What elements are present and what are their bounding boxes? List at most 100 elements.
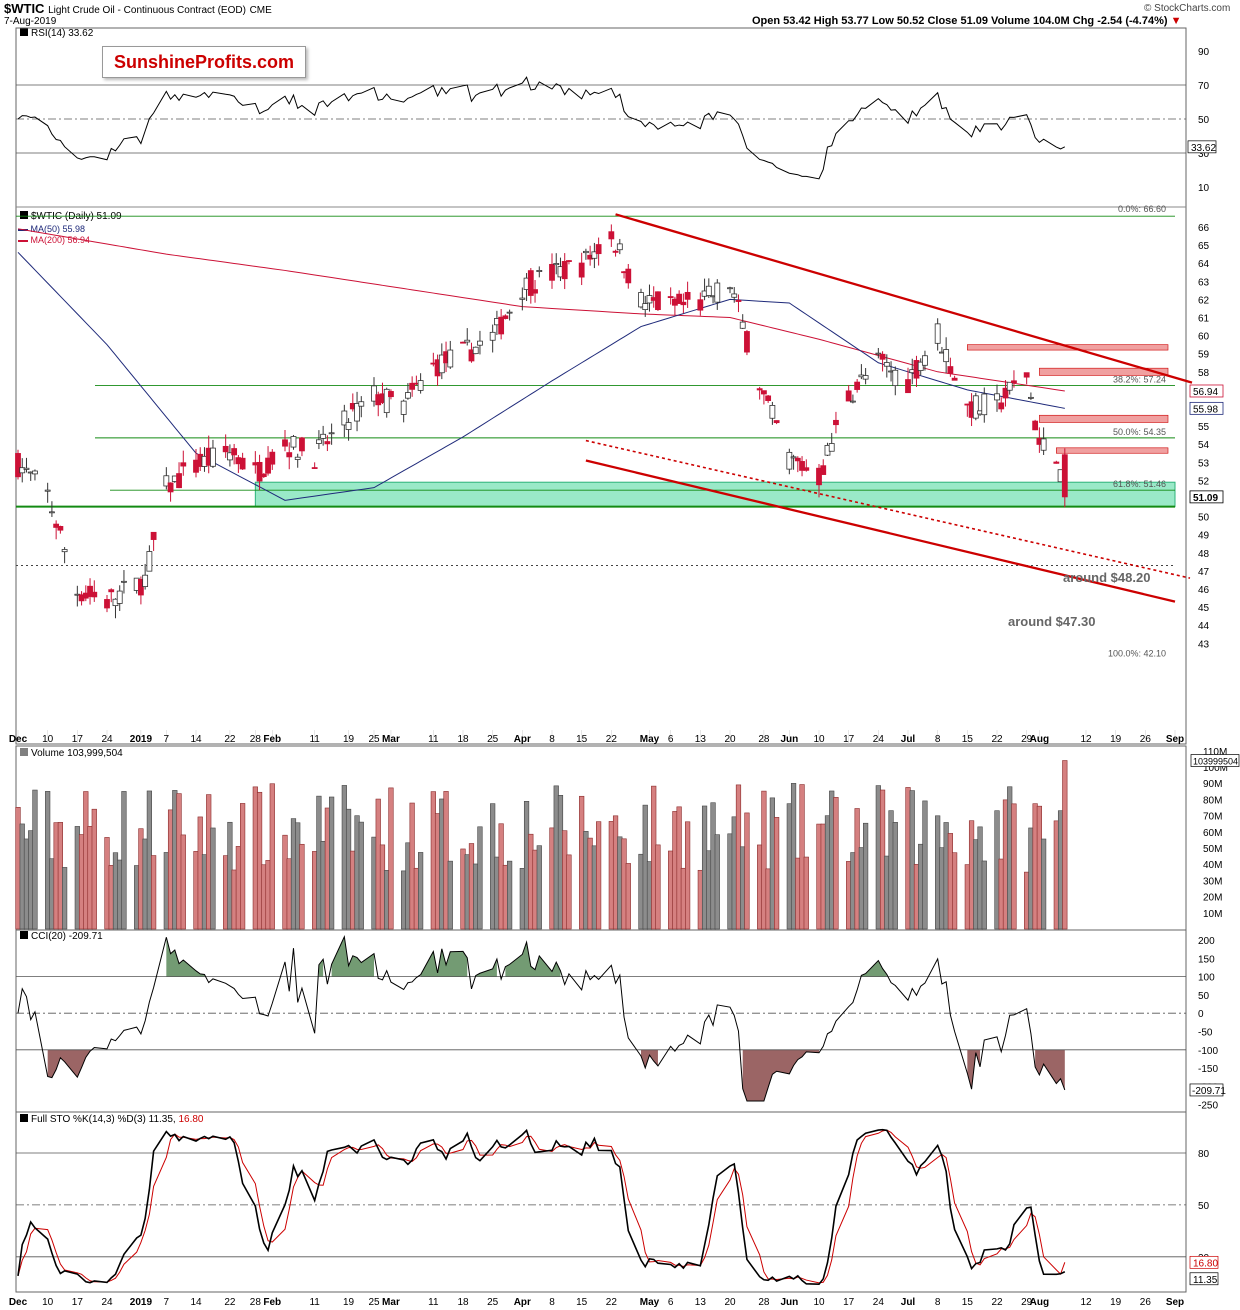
ma50-tag bbox=[1189, 401, 1224, 415]
volume-bar bbox=[117, 859, 123, 930]
price-tick-label: 45 bbox=[1198, 603, 1210, 614]
candle-body bbox=[468, 349, 475, 362]
x-tick-label: Dec bbox=[9, 734, 28, 745]
x-tick-label: 19 bbox=[1110, 1297, 1122, 1308]
volume-bar bbox=[757, 844, 763, 930]
stats-text: Open 53.42 High 53.77 Low 50.52 Close 51… bbox=[752, 15, 1168, 27]
ma50-tag-value: 55.98 bbox=[1193, 404, 1218, 415]
rsi-tick-label: 30 bbox=[1198, 149, 1210, 160]
volume-bar bbox=[28, 830, 34, 930]
candle-body bbox=[833, 419, 839, 426]
candle-body bbox=[57, 526, 64, 531]
x-tick-label: Sep bbox=[1166, 1297, 1184, 1308]
cci-tick-label: -150 bbox=[1198, 1064, 1218, 1075]
volume-bar bbox=[668, 850, 674, 930]
resistance-zone bbox=[1056, 447, 1169, 454]
symbol-title: $WTIC Light Crude Oil - Continuous Contr… bbox=[4, 1, 272, 16]
candle-body bbox=[239, 457, 246, 470]
volume-bar bbox=[1007, 786, 1013, 930]
x-tick-label: 25 bbox=[368, 1297, 380, 1308]
candle-body bbox=[561, 261, 568, 280]
x-tick-label: 24 bbox=[873, 734, 885, 745]
candle-body bbox=[828, 443, 835, 452]
volume-bar bbox=[375, 798, 381, 930]
x-tick-label: 8 bbox=[935, 1297, 941, 1308]
volume-bar bbox=[19, 823, 25, 930]
x-tick-label: 22 bbox=[224, 734, 236, 745]
candle-body bbox=[354, 403, 360, 422]
x-tick-label: 25 bbox=[487, 1297, 499, 1308]
volume-bar bbox=[1024, 871, 1030, 930]
candle-body bbox=[269, 451, 276, 465]
x-tick-label: 13 bbox=[695, 734, 707, 745]
volume-bar bbox=[697, 869, 703, 930]
close-tag bbox=[1189, 490, 1224, 504]
x-tick-label: 11 bbox=[309, 734, 320, 745]
sto-d-value: 16.80 bbox=[1193, 1258, 1218, 1269]
volume-bar bbox=[134, 865, 140, 930]
ma200-tag bbox=[1189, 384, 1224, 398]
volume-bar bbox=[765, 868, 771, 930]
volume-bar bbox=[968, 820, 975, 930]
volume-bar bbox=[740, 846, 746, 930]
candle-body bbox=[227, 452, 233, 461]
candle-body bbox=[566, 260, 572, 262]
candle-body bbox=[595, 244, 602, 255]
x-tick-label: 20 bbox=[724, 1297, 736, 1308]
volume-bar bbox=[354, 815, 360, 930]
volume-bar bbox=[201, 854, 208, 930]
candle-body bbox=[786, 451, 793, 470]
candle-body bbox=[951, 377, 958, 381]
price-tick-label: 55 bbox=[1198, 422, 1210, 433]
candle-body bbox=[765, 395, 772, 401]
candle-body bbox=[150, 531, 157, 540]
volume-bar bbox=[947, 833, 953, 930]
x-tick-label: 10 bbox=[42, 1297, 54, 1308]
candle-body bbox=[53, 523, 60, 528]
volume-bar bbox=[507, 860, 513, 930]
volume-bar bbox=[23, 838, 30, 930]
candle-body bbox=[121, 580, 127, 583]
volume-bar bbox=[460, 848, 466, 930]
brand-logo: SunshineProfits.com bbox=[102, 46, 306, 78]
volume-bar bbox=[994, 810, 1000, 930]
down-arrow-icon: ▼ bbox=[1170, 15, 1182, 27]
cci-tick-label: -100 bbox=[1198, 1046, 1218, 1057]
candle-body bbox=[727, 287, 733, 290]
candle-body bbox=[138, 579, 144, 596]
x-tick-label: Aug bbox=[1030, 1297, 1049, 1308]
x-tick-label: 15 bbox=[962, 1297, 974, 1308]
candle-body bbox=[409, 382, 416, 390]
candle-body bbox=[735, 299, 742, 302]
volume-tick-label: 10M bbox=[1203, 909, 1222, 920]
candle-body bbox=[146, 551, 153, 572]
volume-bar bbox=[295, 822, 301, 930]
candle-body bbox=[371, 385, 377, 402]
candle-body bbox=[934, 323, 941, 344]
volume-bar bbox=[952, 852, 958, 930]
volume-bar bbox=[62, 867, 68, 930]
candle-body bbox=[947, 366, 954, 374]
volume-bar bbox=[163, 852, 169, 930]
volume-bar bbox=[672, 811, 678, 930]
volume-bar bbox=[282, 834, 288, 930]
volume-bar bbox=[447, 860, 453, 930]
rsi-last-tag bbox=[1187, 140, 1217, 154]
x-tick-label: 18 bbox=[457, 734, 469, 745]
volume-bar bbox=[973, 839, 979, 930]
volume-bar bbox=[879, 789, 886, 930]
volume-bar bbox=[439, 798, 445, 930]
x-tick-label: 22 bbox=[606, 734, 618, 745]
volume-bar bbox=[710, 802, 716, 930]
volume-bar bbox=[587, 837, 593, 930]
fib-label: 0.0%: 66.60 bbox=[1118, 204, 1166, 214]
fib-label: 100.0%: 42.10 bbox=[1108, 649, 1166, 659]
candle-body bbox=[625, 268, 632, 284]
volume-bar bbox=[358, 821, 364, 930]
cci-tick-label: 0 bbox=[1198, 1009, 1204, 1020]
volume-tick-label: 30M bbox=[1203, 876, 1222, 887]
legend-swatch bbox=[20, 28, 28, 36]
candle-body bbox=[256, 461, 263, 482]
rsi-tick-label: 70 bbox=[1198, 81, 1210, 92]
volume-bar bbox=[786, 803, 792, 930]
